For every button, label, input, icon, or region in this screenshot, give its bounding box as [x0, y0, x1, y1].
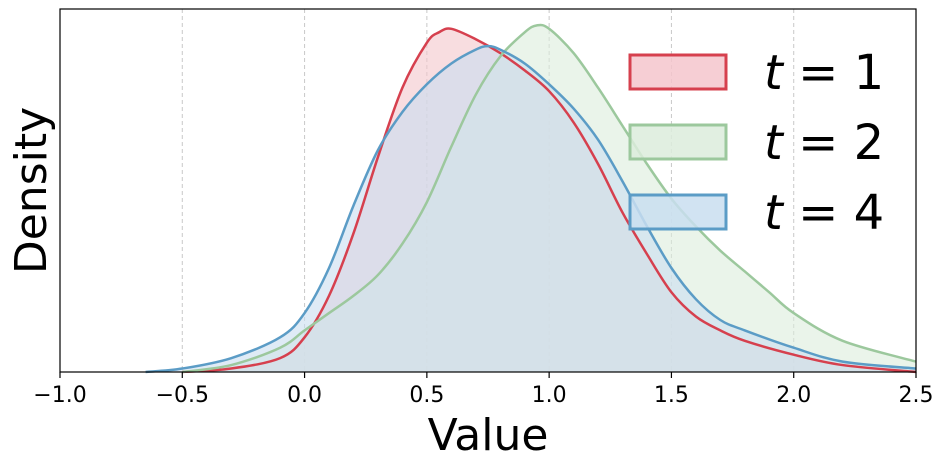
x-tick-label: −0.5 [156, 383, 209, 408]
density-line-1 [182, 27, 917, 374]
legend-label-4: t = 4 [764, 185, 884, 241]
y-axis-label: Density [6, 107, 57, 274]
x-tick-label: 2.0 [776, 383, 811, 408]
x-tick-label: 0.0 [287, 383, 322, 408]
x-tick-label: 2.5 [899, 383, 934, 408]
legend-swatch-1 [628, 53, 728, 91]
x-tick-label: 0.5 [409, 383, 444, 408]
legend-swatch-4 [628, 193, 728, 231]
x-tick-label: −1.0 [33, 383, 86, 408]
density-area-4 [145, 46, 917, 373]
plot-frame [59, 8, 917, 373]
legend-swatch-2 [628, 123, 728, 161]
series-lines [145, 23, 917, 374]
legend: t = 1 t = 2 t = 4 [628, 45, 884, 241]
legend-label-1: t = 1 [764, 45, 884, 101]
x-axis-label: Value [428, 410, 549, 461]
x-axis-ticks: −1.0 −0.5 0.0 0.5 1.0 1.5 2.0 2.5 [33, 372, 934, 408]
x-tick-label: 1.5 [654, 383, 689, 408]
density-line-2 [182, 23, 917, 374]
x-tick-label: 1.0 [532, 383, 567, 408]
density-line-4 [145, 44, 917, 374]
legend-label-2: t = 2 [764, 115, 884, 171]
